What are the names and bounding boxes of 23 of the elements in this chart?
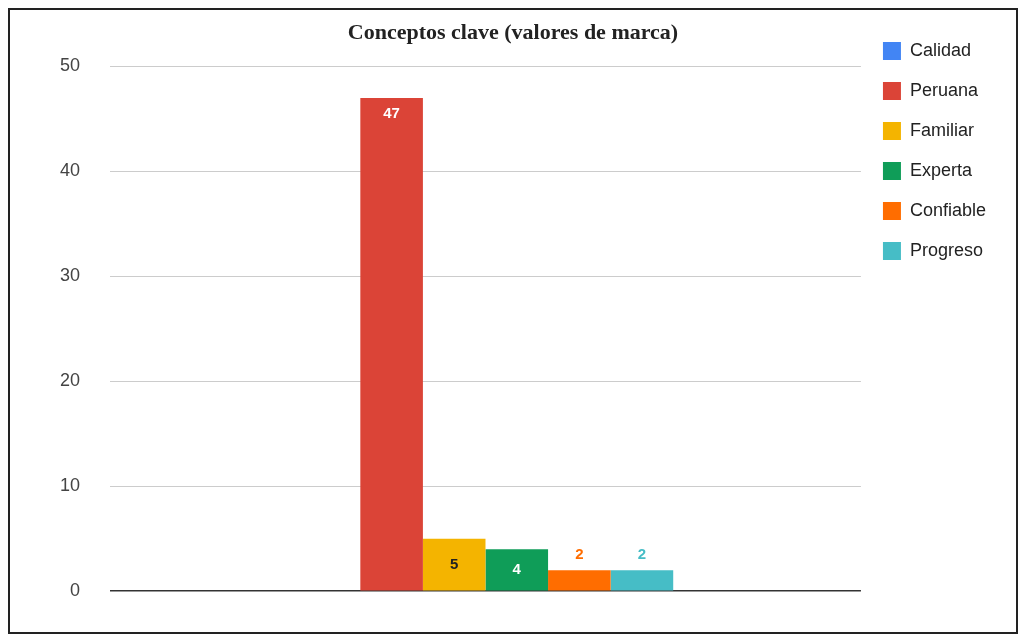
data-label: 2 [575, 544, 584, 562]
legend-label: Familiar [909, 119, 974, 140]
chart-title: Conceptos clave (valores de marca) [347, 18, 679, 44]
legend-label: Experta [909, 159, 973, 180]
legend-label: Peruana [909, 79, 979, 100]
legend-label: Confiable [909, 199, 987, 220]
bar [485, 549, 549, 591]
bar [422, 538, 486, 591]
legend-label: Progreso [909, 239, 983, 260]
y-tick-label: 10 [59, 475, 81, 496]
y-tick-label: 50 [59, 55, 81, 76]
y-tick-label: 40 [59, 160, 81, 181]
y-tick-label: 0 [70, 580, 81, 601]
bar [610, 570, 674, 591]
bar [360, 97, 423, 591]
y-tick-label: 20 [59, 370, 81, 391]
legend-label: Calidad [909, 39, 971, 60]
data-label: 4 [512, 559, 522, 577]
y-tick-label: 30 [59, 265, 81, 286]
data-label: 2 [637, 544, 647, 562]
data-label: 47 [383, 103, 400, 121]
bar [548, 570, 611, 591]
data-label: 5 [450, 554, 459, 572]
